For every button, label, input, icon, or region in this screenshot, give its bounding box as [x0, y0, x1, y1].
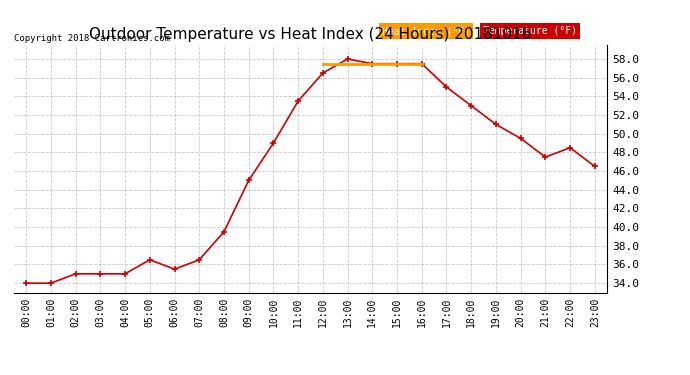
Title: Outdoor Temperature vs Heat Index (24 Hours) 20181016: Outdoor Temperature vs Heat Index (24 Ho… — [89, 27, 532, 42]
Text: Heat Index (°F): Heat Index (°F) — [382, 26, 470, 36]
Text: Temperature (°F): Temperature (°F) — [482, 26, 577, 36]
Text: Copyright 2018 Cartronics.com: Copyright 2018 Cartronics.com — [14, 33, 170, 42]
